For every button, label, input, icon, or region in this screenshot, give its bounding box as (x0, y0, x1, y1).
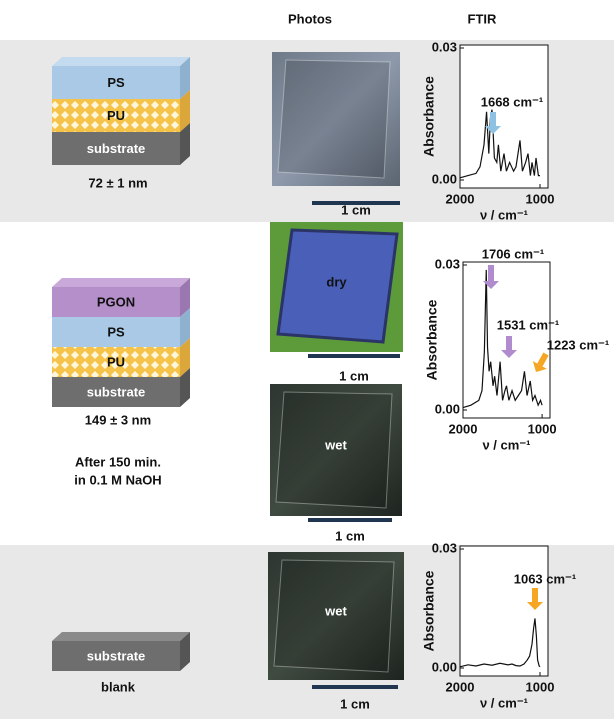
layer-label: substrate (87, 648, 146, 663)
figure: Photos FTIR PS PU substrate 72 ± 1 nm 1 cm 0.… (0, 0, 614, 719)
x-tick-label: 2000 (446, 191, 475, 206)
scale-label: 1 cm (340, 696, 370, 711)
peak-label: 1706 cm⁻¹ (482, 246, 545, 261)
x-tick-label: 2000 (449, 421, 478, 436)
layer-label: PS (107, 324, 125, 339)
x-tick-label: 1000 (528, 421, 557, 436)
x-tick-label: 1000 (526, 191, 555, 206)
peak-label: 1223 cm⁻¹ (547, 337, 610, 352)
stack-caption: 149 ± 3 nm (85, 412, 151, 427)
y-tick-label: 0.03 (432, 39, 457, 54)
scale-label: 1 cm (335, 528, 365, 543)
peak-label: 1668 cm⁻¹ (481, 94, 544, 109)
peak-label: 1063 cm⁻¹ (514, 571, 577, 586)
y-tick-label: 0.00 (435, 401, 460, 416)
y-tick-label: 0.03 (432, 540, 457, 555)
y-tick-label: 0.03 (435, 256, 460, 271)
y-tick-label: 0.00 (432, 171, 457, 186)
photo-label: wet (324, 437, 347, 452)
plot-frame (460, 546, 548, 676)
x-axis-label: ν / cm⁻¹ (482, 437, 530, 452)
stack-caption: in 0.1 M NaOH (74, 472, 161, 487)
y-axis-label: Absorbance (421, 76, 437, 157)
y-axis-label: Absorbance (421, 570, 437, 651)
stack-caption: 72 ± 1 nm (88, 175, 147, 190)
stack-caption: After 150 min. (75, 454, 161, 469)
layer-top (52, 278, 190, 287)
layer-label: substrate (87, 384, 146, 399)
photo-label: dry (326, 274, 347, 289)
layer-top (52, 57, 190, 66)
stack-caption: blank (101, 679, 136, 694)
y-tick-label: 0.00 (432, 659, 457, 674)
peak-label: 1531 cm⁻¹ (497, 317, 560, 332)
x-axis-label: ν / cm⁻¹ (480, 207, 528, 222)
x-axis-label: ν / cm⁻¹ (480, 695, 528, 710)
layer-label: PGON (97, 294, 135, 309)
column-header: Photos (288, 11, 332, 26)
photo-sample (278, 60, 390, 178)
x-tick-label: 1000 (526, 679, 555, 694)
scale-label: 1 cm (339, 368, 369, 383)
layer-label: PS (107, 75, 125, 90)
layer-label: PU (107, 108, 125, 123)
column-header: FTIR (468, 11, 497, 26)
layer-label: substrate (87, 141, 146, 156)
layer-top (52, 632, 190, 641)
layer-label: PU (107, 354, 125, 369)
page: {"headers": {"photos": "Photos", "ftir":… (0, 0, 614, 719)
scale-label: 1 cm (341, 202, 371, 217)
x-tick-label: 2000 (446, 679, 475, 694)
y-axis-label: Absorbance (424, 299, 440, 380)
photo-label: wet (324, 603, 347, 618)
